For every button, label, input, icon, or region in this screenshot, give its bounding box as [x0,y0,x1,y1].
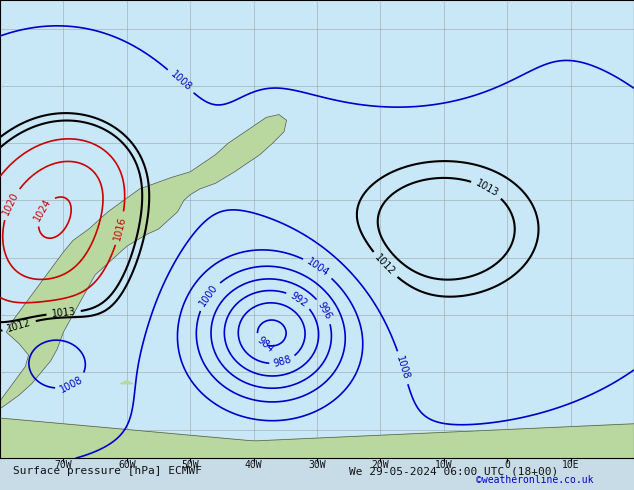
Text: 1024: 1024 [32,197,53,223]
Text: 1008: 1008 [394,354,411,381]
Polygon shape [0,115,287,412]
Text: 984: 984 [255,335,275,354]
Text: 1000: 1000 [197,283,219,309]
Text: 0: 0 [504,460,510,470]
Text: ©weatheronline.co.uk: ©weatheronline.co.uk [476,475,593,485]
Text: 1013: 1013 [51,307,76,319]
Text: 30W: 30W [308,460,326,470]
Text: 70W: 70W [55,460,72,470]
Text: 1012: 1012 [373,253,397,277]
Text: 20W: 20W [372,460,389,470]
Text: 10W: 10W [435,460,453,470]
Text: 1008: 1008 [59,374,85,395]
Text: 988: 988 [272,355,292,369]
Text: 50W: 50W [181,460,199,470]
Text: 1020: 1020 [1,191,20,217]
Text: 60W: 60W [118,460,136,470]
Text: 1012: 1012 [6,318,32,334]
Polygon shape [120,381,133,384]
Text: We 29-05-2024 06:00 UTC (18+00): We 29-05-2024 06:00 UTC (18+00) [349,466,558,476]
Text: 40W: 40W [245,460,262,470]
Text: 996: 996 [316,300,333,321]
Text: Surface pressure [hPa] ECMWF: Surface pressure [hPa] ECMWF [13,466,202,476]
Text: 10E: 10E [562,460,579,470]
Text: 1008: 1008 [168,69,193,93]
Text: 1016: 1016 [112,215,128,242]
Text: 1004: 1004 [305,257,331,279]
Text: 992: 992 [288,290,309,309]
Text: 1013: 1013 [474,178,500,199]
